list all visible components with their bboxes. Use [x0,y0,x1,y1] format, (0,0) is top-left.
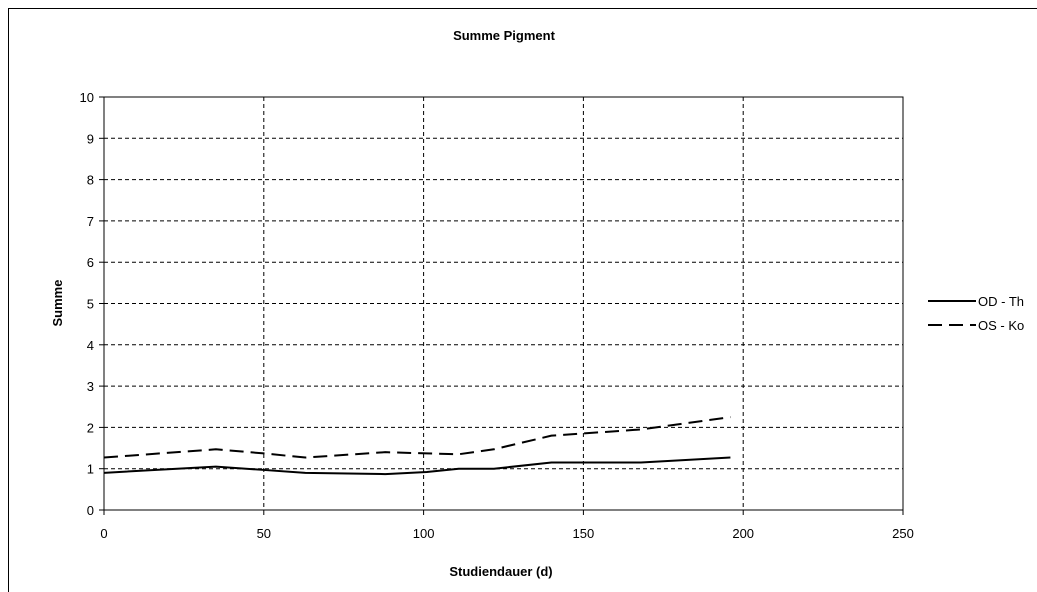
x-tick-label: 250 [892,526,914,541]
y-tick-label: 4 [87,338,94,353]
x-tick-label: 200 [732,526,754,541]
y-tick-label: 3 [87,379,94,394]
y-tick-label: 7 [87,214,94,229]
y-tick-label: 1 [87,462,94,477]
y-tick-label: 10 [80,90,94,105]
y-tick-label: 2 [87,420,94,435]
chart-frame [8,8,1037,592]
x-axis-label: Studiendauer (d) [449,564,552,579]
legend-label-2: OS - Ko [978,318,1024,333]
x-tick-label: 100 [413,526,435,541]
y-tick-label: 0 [87,503,94,518]
series-line-2 [103,416,731,459]
grid [104,97,903,510]
y-axis-label: Summe [50,280,65,327]
y-tick-label: 9 [87,131,94,146]
series-group [103,416,731,476]
x-tick-label: 50 [257,526,271,541]
x-tick-label: 0 [100,526,107,541]
legend-label-1: OD - Th [978,294,1024,309]
series-line-1 [103,456,731,476]
x-tick-label: 150 [573,526,595,541]
y-tick-label: 5 [87,297,94,312]
y-tick-label: 6 [87,255,94,270]
legend: OD - Th OS - Ko [928,294,1024,333]
chart-title: Summe Pigment [453,28,556,43]
y-tick-label: 8 [87,173,94,188]
